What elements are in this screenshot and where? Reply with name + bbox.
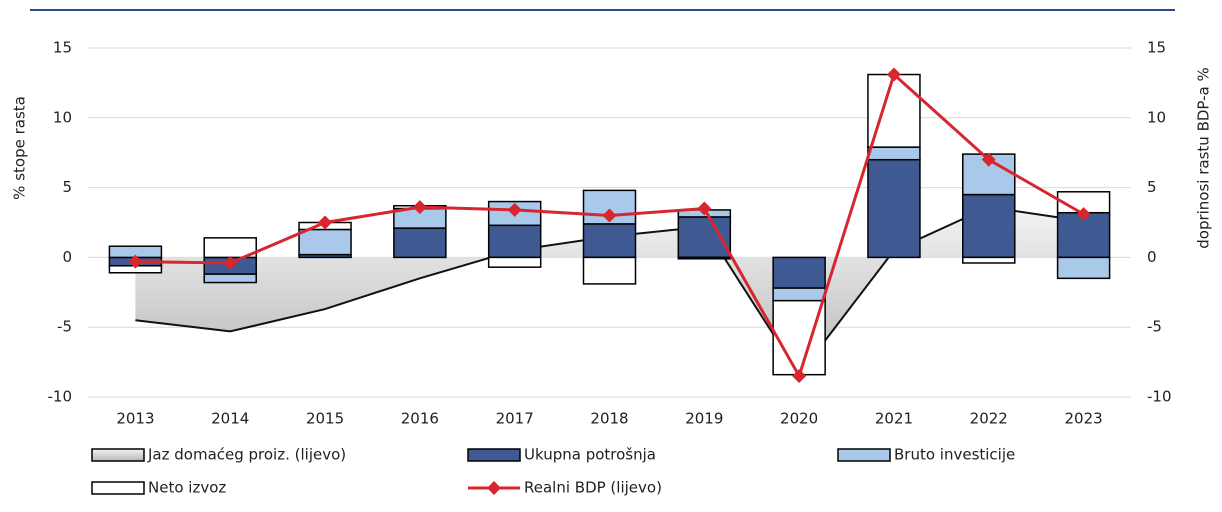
legend-swatch — [467, 448, 521, 462]
line-marker — [602, 208, 617, 223]
line-marker — [223, 255, 238, 270]
x-tick-label: 2017 — [496, 410, 534, 428]
bar — [582, 256, 637, 285]
legend-swatch — [91, 448, 145, 462]
bar — [393, 227, 447, 259]
legend-label: Ukupna potrošnja — [524, 446, 656, 464]
line-marker — [792, 369, 807, 384]
legend-label: Neto izvoz — [148, 479, 226, 497]
bar — [203, 273, 257, 284]
bar — [962, 256, 1016, 264]
bar — [1056, 256, 1111, 280]
x-tick-label: 2016 — [401, 410, 439, 428]
bar — [677, 216, 732, 259]
y2-tick-label: 15 — [1147, 39, 1166, 57]
y2-tick-label: 10 — [1147, 108, 1166, 126]
legend-swatch — [487, 481, 501, 495]
line-marker — [981, 152, 996, 167]
bar — [772, 287, 826, 302]
legend-swatch — [91, 481, 145, 495]
x-tick-label: 2019 — [685, 410, 723, 428]
bar — [298, 228, 352, 256]
y2-tick-label: -10 — [1147, 388, 1172, 406]
x-tick-label: 2018 — [590, 410, 628, 428]
y2-tick-label: -5 — [1147, 318, 1162, 336]
y-axis-label: % stope rasta — [11, 96, 29, 200]
line-marker — [318, 215, 333, 230]
legend-label: Jaz domaćeg proiz. (lijevo) — [147, 446, 346, 464]
line-marker — [886, 67, 901, 82]
x-tick-label: 2014 — [211, 410, 249, 428]
legend-label: Bruto investicije — [894, 446, 1015, 464]
legend-label: Realni BDP (lijevo) — [524, 479, 662, 497]
line-marker — [507, 202, 522, 217]
x-tick-label: 2022 — [970, 410, 1008, 428]
bar — [487, 224, 542, 259]
y-tick-label: -10 — [48, 388, 73, 406]
legend-swatch — [837, 448, 891, 462]
bar — [772, 299, 826, 376]
line-marker — [412, 200, 427, 215]
y-tick-label: 10 — [53, 108, 72, 126]
y2-tick-label: 5 — [1147, 178, 1157, 196]
y2-axis-label: doprinosi rastu BDP-a % — [1195, 67, 1213, 249]
line-marker — [1076, 207, 1091, 222]
bar — [962, 193, 1016, 259]
bar — [867, 146, 921, 161]
y2-tick-label: 0 — [1147, 248, 1157, 266]
x-tick-label: 2021 — [875, 410, 913, 428]
x-tick-label: 2020 — [780, 410, 818, 428]
bar — [867, 158, 921, 259]
x-tick-label: 2023 — [1064, 410, 1102, 428]
bar — [772, 256, 826, 289]
x-tick-label: 2015 — [306, 410, 344, 428]
y-tick-label: 5 — [62, 178, 72, 196]
bar — [487, 256, 542, 268]
bar — [677, 256, 732, 260]
y-tick-label: 15 — [53, 39, 72, 57]
bar — [582, 223, 637, 259]
y-tick-label: -5 — [57, 318, 72, 336]
y-tick-label: 0 — [62, 248, 72, 266]
x-tick-label: 2013 — [116, 410, 154, 428]
line-marker — [697, 201, 712, 216]
line-marker — [128, 254, 143, 269]
